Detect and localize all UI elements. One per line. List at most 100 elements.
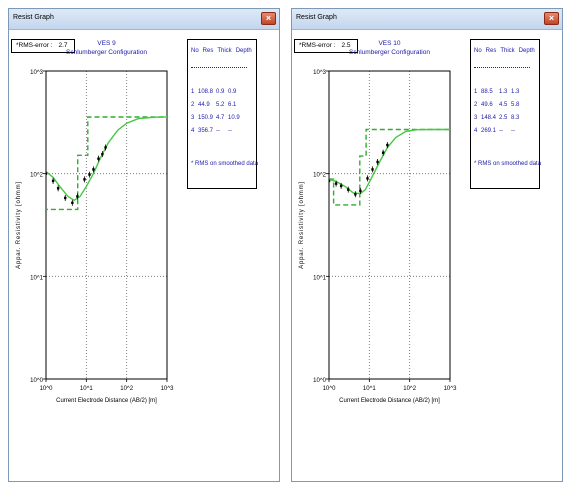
layer-depth: 10.9: [228, 115, 240, 121]
y-tick-label: 10^2: [313, 173, 326, 179]
layer-thick: --: [499, 128, 503, 134]
rms-error-label: *RMS-error :: [299, 42, 336, 49]
title-bar[interactable]: Resist Graph ×: [292, 9, 562, 30]
x-tick-label: 10^2: [403, 386, 416, 392]
layer-no: 4: [191, 128, 195, 134]
layer-thick: 1.3: [499, 89, 508, 95]
layer-res: 148.4: [481, 115, 497, 121]
layer-depth: --: [511, 128, 515, 134]
layer-depth: 6.1: [228, 102, 237, 108]
header-depth: Depth: [518, 48, 535, 54]
calculated-curve: [329, 128, 450, 195]
rms-error-value: 2.7: [58, 42, 68, 49]
observed-point: [376, 160, 379, 164]
y-tick-label: 10^1: [30, 275, 43, 281]
layer-res: 49.6: [481, 102, 493, 108]
header-res: Res: [485, 48, 497, 54]
layer-thick: --: [216, 128, 220, 134]
x-axis-label: Current Electrode Distance (AB/2) [m]: [339, 398, 440, 404]
layer-table: No Res Thick Depth * RMS on smoothed data 1…: [187, 39, 258, 189]
header-thick: Thick: [500, 48, 515, 54]
layer-thick: 2.5: [499, 115, 508, 121]
observed-point: [51, 179, 55, 183]
observed-point: [101, 152, 104, 156]
observed-point: [354, 193, 357, 196]
close-icon: ×: [265, 13, 272, 23]
layer-res: 356.7: [198, 128, 214, 134]
layer-no: 2: [191, 102, 195, 108]
layer-no: 3: [474, 115, 478, 121]
layer-res: 88.5: [481, 89, 493, 95]
plot-subtitle: Schlumberger Configuration: [349, 49, 430, 56]
layer-thick: 4.7: [216, 115, 225, 121]
layer-depth: 1.3: [511, 89, 520, 95]
rms-error-field: *RMS-error : 2.7: [11, 39, 75, 53]
rms-error-value: 2.5: [341, 42, 351, 49]
layer-row: 1 88.5 1.3 1.3: [474, 89, 525, 95]
x-tick-label: 10^2: [120, 386, 133, 392]
header-no: No: [474, 48, 482, 54]
observed-point: [83, 178, 86, 181]
layer-no: 4: [474, 128, 478, 134]
y-tick-label: 10^3: [30, 70, 43, 76]
layer-no: 1: [191, 89, 195, 95]
x-tick-label: 10^1: [363, 386, 376, 392]
layer-depth: 0.9: [228, 89, 237, 95]
layer-res: 108.8: [198, 89, 214, 95]
header-thick: Thick: [217, 48, 232, 54]
y-tick-label: 10^3: [313, 70, 326, 76]
layer-no: 2: [474, 102, 478, 108]
observed-point: [76, 195, 79, 198]
x-tick-label: 10^3: [444, 386, 457, 392]
close-button[interactable]: ×: [544, 12, 559, 25]
observed-point: [46, 172, 48, 175]
layer-row: 3 150.9 4.7 10.9: [191, 115, 242, 121]
title-bar[interactable]: Resist Graph ×: [9, 9, 279, 30]
plot-area: [329, 128, 450, 206]
layer-res: 269.1: [481, 128, 497, 134]
layer-row: 4 356.7 -- --: [191, 128, 242, 134]
y-tick-label: 10^1: [313, 275, 326, 281]
observed-point: [359, 189, 362, 193]
header-divider: [191, 67, 247, 68]
observed-point: [88, 173, 91, 176]
y-tick-label: 10^2: [30, 173, 43, 179]
observed-point: [334, 182, 338, 185]
y-axis-label: Appar. Resistivity [ohmm]: [299, 181, 305, 269]
observed-point: [339, 184, 343, 188]
plot-title: VES 10: [378, 40, 400, 47]
layer-thick: 4.5: [499, 102, 508, 108]
layer-row: 3 148.4 2.5 8.3: [474, 115, 525, 121]
layer-model-line: [329, 128, 450, 206]
y-tick-label: 10^0: [30, 378, 43, 384]
layer-row: 4 269.1 -- --: [474, 128, 525, 134]
observed-point: [71, 201, 74, 205]
close-button[interactable]: ×: [261, 12, 276, 25]
rms-error-field: *RMS-error : 2.5: [294, 39, 358, 53]
header-no: No: [191, 48, 199, 54]
layer-row: 1 108.8 0.9 0.9: [191, 89, 242, 95]
observed-point: [366, 177, 369, 180]
layer-res: 44.9: [198, 102, 210, 108]
observed-point: [386, 143, 389, 147]
x-tick-label: 10^0: [323, 386, 336, 392]
header-divider: [474, 67, 530, 68]
layer-depth: --: [228, 128, 232, 134]
plot-title: VES 9: [97, 40, 116, 47]
window-title: Resist Graph: [13, 14, 54, 21]
layer-table-header: No Res Thick Depth: [474, 48, 539, 54]
observed-point: [97, 157, 100, 160]
layer-thick: 5.2: [216, 102, 225, 108]
layer-no: 1: [474, 89, 478, 95]
layer-model-line: [46, 116, 167, 211]
layer-depth: 5.8: [511, 102, 520, 108]
header-res: Res: [202, 48, 214, 54]
y-axis-label: Appar. Resistivity [ohmm]: [16, 181, 22, 269]
layer-thick: 0.9: [216, 89, 225, 95]
observed-point: [329, 179, 331, 183]
plot-subtitle: Schlumberger Configuration: [66, 49, 147, 56]
plot-frame: [45, 70, 168, 380]
rms-error-label: *RMS-error :: [16, 42, 53, 49]
observed-point: [56, 187, 60, 190]
x-axis-label: Current Electrode Distance (AB/2) [m]: [56, 398, 157, 404]
